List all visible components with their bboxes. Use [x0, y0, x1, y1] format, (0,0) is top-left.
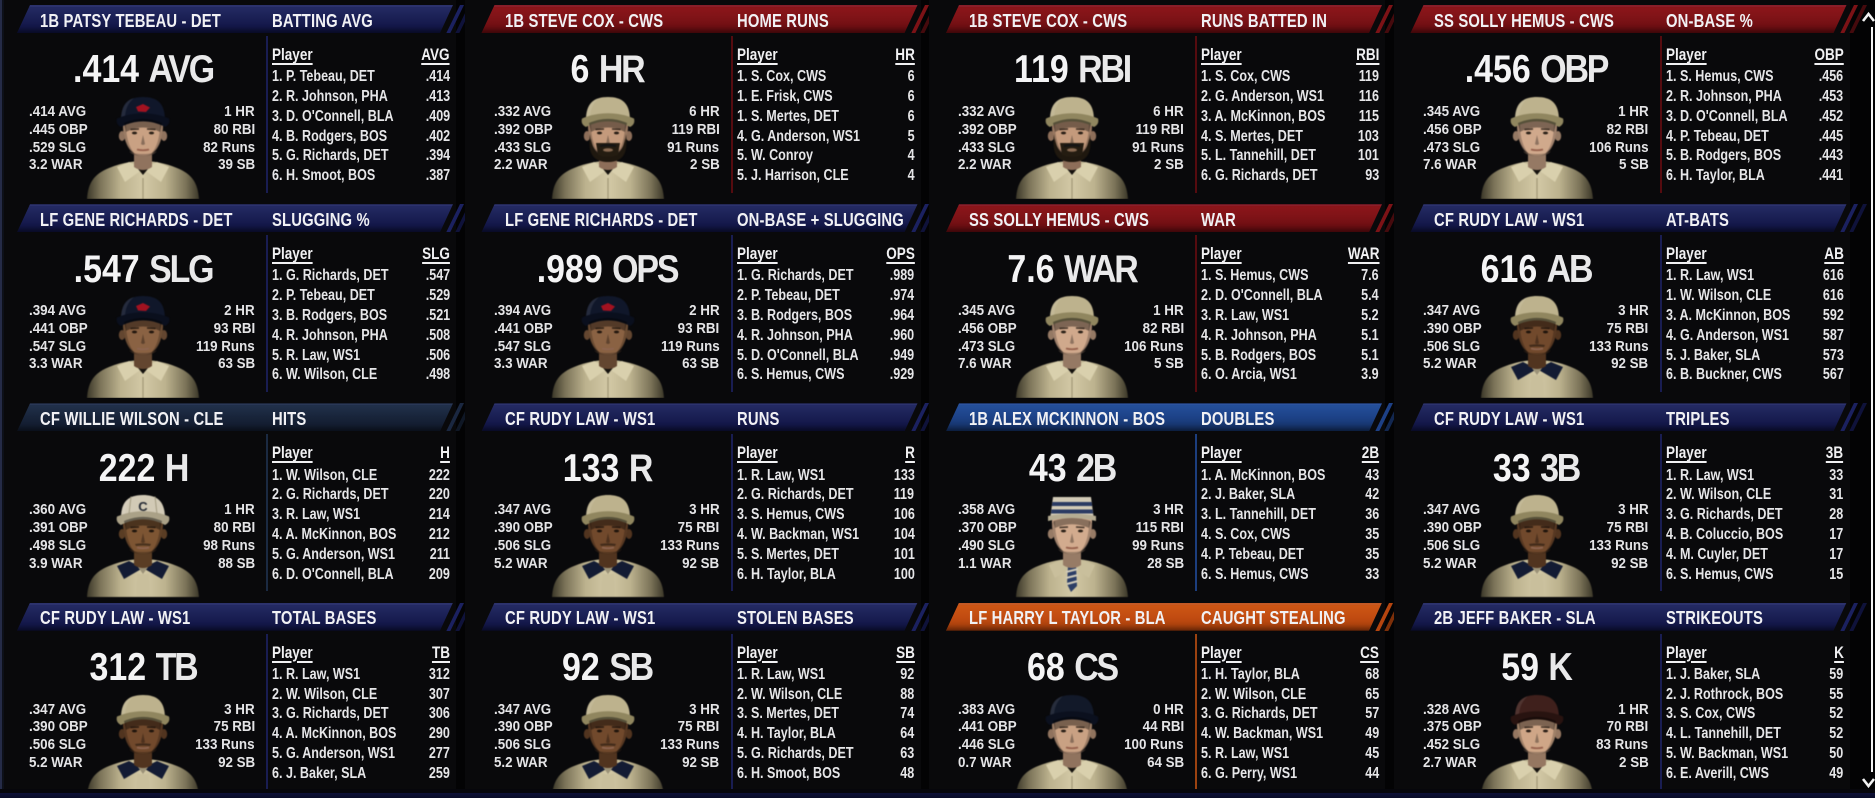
svg-text:C: C: [138, 499, 148, 514]
